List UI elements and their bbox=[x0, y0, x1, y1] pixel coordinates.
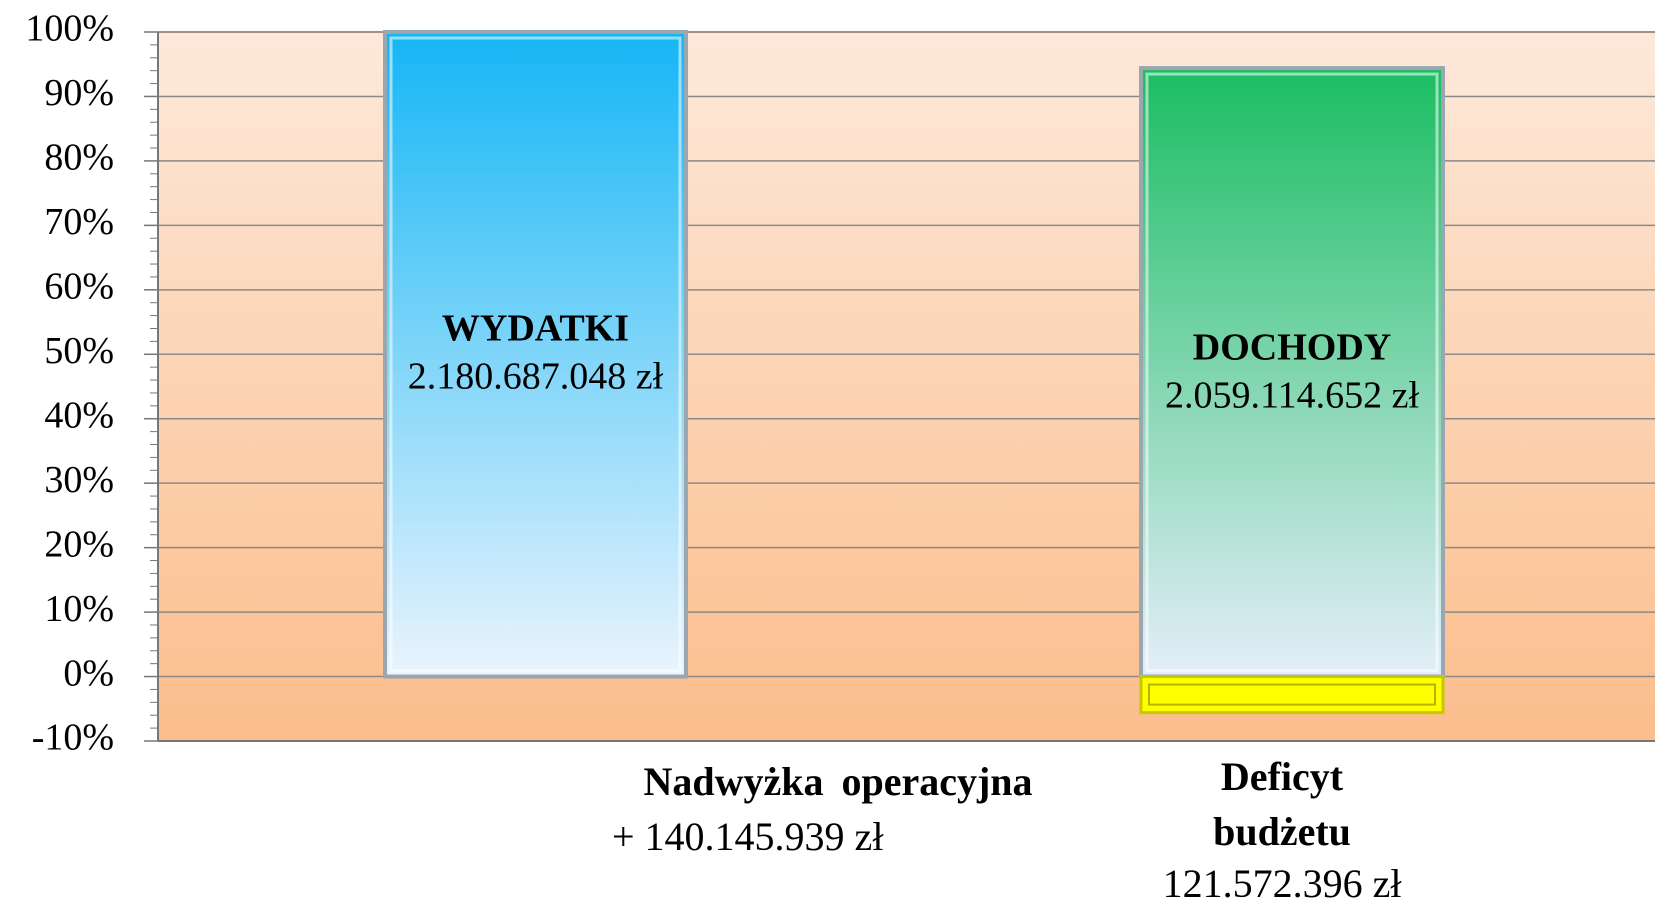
annotation-amount: + 140.145.939 zł bbox=[612, 814, 883, 859]
annotation-amount: 121.572.396 zł bbox=[1163, 861, 1402, 906]
y-tick-label: 90% bbox=[44, 72, 114, 114]
bar-bevel bbox=[1145, 72, 1439, 673]
deficit-bar bbox=[1139, 675, 1445, 715]
y-tick-label: 80% bbox=[44, 137, 114, 179]
bar-bevel bbox=[389, 36, 682, 673]
y-tick-label: 40% bbox=[44, 394, 114, 436]
annotation-title: budżetu bbox=[1213, 809, 1351, 854]
bar-amount-label: 2.059.114.652 zł bbox=[1165, 375, 1419, 417]
annotation-title: Deficyt bbox=[1221, 754, 1344, 799]
annotation-title: Nadwyżka operacyjna bbox=[643, 759, 1032, 804]
y-tick-label: 30% bbox=[44, 459, 114, 501]
bar-amount-label: 2.180.687.048 zł bbox=[408, 356, 664, 398]
y-tick-label: 100% bbox=[25, 8, 114, 50]
bar-category-label: DOCHODY bbox=[1193, 327, 1391, 369]
y-tick-label: 0% bbox=[63, 652, 114, 694]
y-tick-label: 50% bbox=[44, 330, 114, 372]
y-tick-label: 10% bbox=[44, 588, 114, 630]
bar bbox=[383, 30, 688, 679]
y-tick-label: 20% bbox=[44, 523, 114, 565]
y-tick-label: -10% bbox=[32, 717, 114, 759]
deficit-bevel bbox=[1148, 683, 1436, 706]
bar-category-label: WYDATKI bbox=[442, 308, 629, 350]
y-tick-label: 60% bbox=[44, 266, 114, 308]
y-tick-label: 70% bbox=[44, 201, 114, 243]
bar bbox=[1139, 66, 1445, 679]
